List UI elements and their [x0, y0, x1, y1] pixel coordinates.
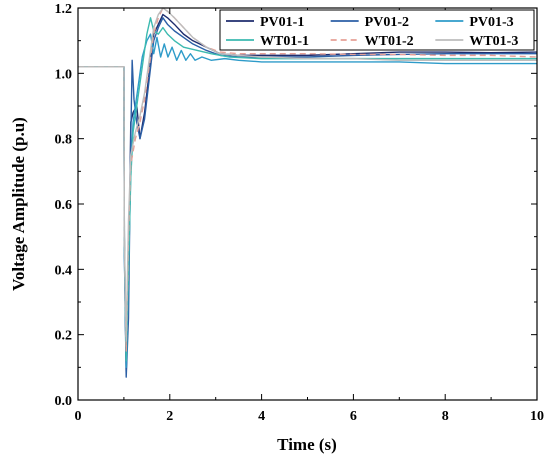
y-tick-label: 0.2	[55, 329, 73, 344]
legend-label: PV01-3	[469, 15, 513, 30]
legend-box	[219, 9, 535, 51]
y-tick-label: 0.0	[55, 394, 73, 409]
legend: PV01-1 PV01-2 PV01-3 WT01-1 WT01-2 WT01-3	[219, 9, 535, 51]
x-tick-label: 2	[166, 409, 173, 424]
y-axis: 0.0 0.2 0.4 0.6 0.8 1.0 1.2	[55, 2, 537, 409]
legend-label: WT01-1	[260, 34, 309, 49]
x-tick-label: 4	[258, 409, 265, 424]
y-tick-label: 0.4	[55, 263, 73, 278]
legend-label: PV01-1	[260, 15, 304, 30]
legend-label: WT01-2	[365, 34, 414, 49]
x-tick-label: 0	[75, 409, 82, 424]
y-tick-label: 1.2	[55, 2, 73, 17]
x-axis-title: Time (s)	[277, 435, 337, 454]
y-tick-label: 0.6	[55, 198, 73, 213]
y-tick-label: 0.8	[55, 133, 73, 148]
series-layer	[78, 7, 538, 378]
series-line-wt01-3	[78, 7, 537, 342]
plot-background	[78, 8, 537, 400]
legend-label: PV01-2	[365, 15, 409, 30]
legend-label: WT01-3	[469, 34, 518, 49]
x-tick-label: 6	[350, 409, 357, 424]
x-tick-label: 8	[442, 409, 449, 424]
x-tick-label: 10	[530, 409, 544, 424]
y-axis-title: Voltage Amplitude (p.u)	[9, 117, 28, 291]
y-tick-label: 1.0	[55, 67, 73, 82]
x-axis: 0 2 4 6 8 10	[75, 8, 544, 424]
